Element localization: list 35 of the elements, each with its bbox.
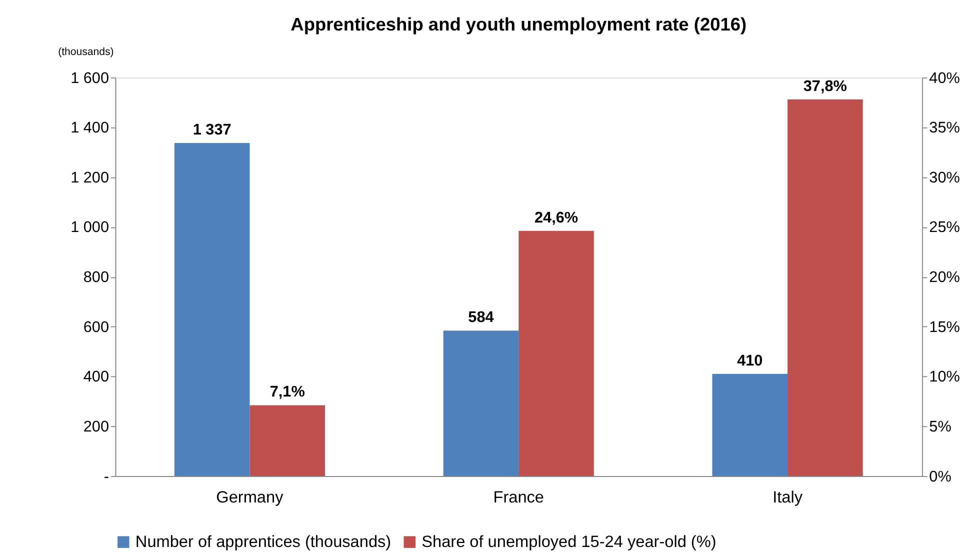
y2-tick-label: 40% bbox=[929, 70, 960, 87]
y2-tick-label: 35% bbox=[929, 120, 960, 137]
y-tick-label: 1 000 bbox=[70, 219, 110, 236]
y-tick-label: - bbox=[104, 468, 110, 486]
y2-tick-label: 10% bbox=[929, 368, 960, 386]
bar bbox=[250, 405, 325, 476]
x-tick-label: Germany bbox=[216, 488, 284, 506]
y2-tick-label: 30% bbox=[929, 169, 960, 186]
data-label: 37,8% bbox=[803, 78, 848, 95]
legend-label: Number of apprentices (thousands) bbox=[135, 532, 392, 551]
y2-tick-label: 15% bbox=[929, 318, 960, 336]
x-tick-label: Italy bbox=[772, 488, 804, 506]
y2-tick-label: 20% bbox=[929, 269, 960, 286]
legend-label: Share of unemployed 15-24 year-old (%) bbox=[422, 532, 716, 551]
y-tick-label: 600 bbox=[83, 318, 110, 336]
y-tick-label: 1 200 bbox=[70, 169, 110, 186]
y-tick-label: 200 bbox=[83, 418, 110, 436]
y2-tick-label: 25% bbox=[929, 219, 960, 236]
x-tick-label: France bbox=[493, 488, 544, 506]
bar bbox=[712, 374, 788, 476]
y2-tick-label: 0% bbox=[929, 468, 952, 486]
data-label: 1 337 bbox=[192, 121, 232, 138]
data-label: 24,6% bbox=[534, 209, 578, 226]
chart-title: Apprenticeship and youth unemployment rate (2016) bbox=[290, 13, 747, 34]
data-label: 7,1% bbox=[270, 384, 306, 401]
y-tick-label: 400 bbox=[83, 368, 110, 386]
data-label: 584 bbox=[468, 308, 494, 326]
y-axis-title: (thousands) bbox=[58, 46, 114, 58]
bar bbox=[174, 142, 250, 476]
y-tick-label: 800 bbox=[83, 269, 110, 286]
y-tick-label: 1 600 bbox=[70, 70, 110, 87]
data-label: 410 bbox=[737, 352, 763, 370]
bar bbox=[788, 99, 863, 476]
y-tick-label: 1 400 bbox=[70, 120, 110, 137]
y2-tick-label: 5% bbox=[929, 418, 952, 436]
